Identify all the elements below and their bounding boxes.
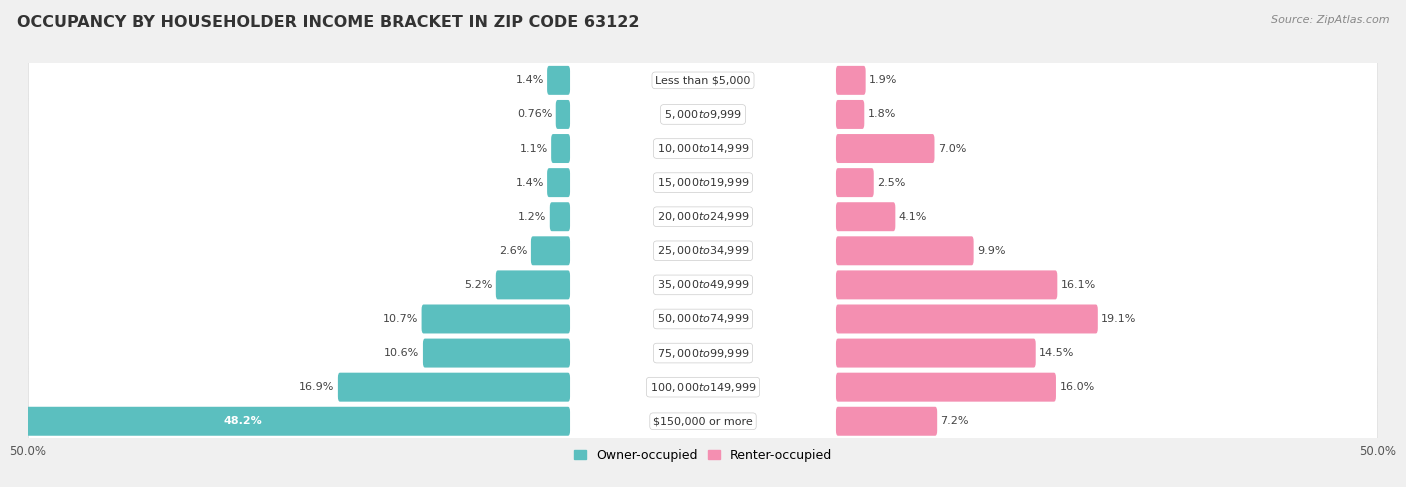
FancyBboxPatch shape [28,159,1378,206]
Text: $25,000 to $34,999: $25,000 to $34,999 [657,244,749,257]
Text: 16.0%: 16.0% [1059,382,1095,392]
Text: 19.1%: 19.1% [1101,314,1136,324]
Text: 4.1%: 4.1% [898,212,927,222]
Text: 16.9%: 16.9% [299,382,335,392]
FancyBboxPatch shape [837,202,896,231]
FancyBboxPatch shape [28,361,1378,413]
Text: $10,000 to $14,999: $10,000 to $14,999 [657,142,749,155]
FancyBboxPatch shape [28,190,1378,243]
FancyBboxPatch shape [422,304,569,334]
Text: OCCUPANCY BY HOUSEHOLDER INCOME BRACKET IN ZIP CODE 63122: OCCUPANCY BY HOUSEHOLDER INCOME BRACKET … [17,15,640,30]
FancyBboxPatch shape [28,156,1378,209]
Text: 5.2%: 5.2% [464,280,492,290]
FancyBboxPatch shape [28,125,1378,172]
FancyBboxPatch shape [28,91,1378,138]
FancyBboxPatch shape [837,100,865,129]
FancyBboxPatch shape [28,57,1378,104]
FancyBboxPatch shape [28,364,1378,411]
FancyBboxPatch shape [28,327,1378,379]
Text: 1.4%: 1.4% [516,75,544,85]
Text: 1.4%: 1.4% [516,178,544,187]
FancyBboxPatch shape [837,304,1098,334]
Text: 10.6%: 10.6% [384,348,419,358]
FancyBboxPatch shape [28,54,1378,107]
Text: 7.2%: 7.2% [941,416,969,426]
FancyBboxPatch shape [337,373,569,402]
FancyBboxPatch shape [28,293,1378,345]
Text: 9.9%: 9.9% [977,246,1005,256]
FancyBboxPatch shape [0,407,569,436]
Text: 1.8%: 1.8% [868,110,896,119]
Text: 2.5%: 2.5% [877,178,905,187]
FancyBboxPatch shape [837,373,1056,402]
FancyBboxPatch shape [547,168,569,197]
Text: 1.2%: 1.2% [517,212,547,222]
FancyBboxPatch shape [531,236,569,265]
FancyBboxPatch shape [28,193,1378,240]
Text: 14.5%: 14.5% [1039,348,1074,358]
FancyBboxPatch shape [28,262,1378,308]
Text: 10.7%: 10.7% [382,314,418,324]
Text: $15,000 to $19,999: $15,000 to $19,999 [657,176,749,189]
FancyBboxPatch shape [496,270,569,300]
Text: $35,000 to $49,999: $35,000 to $49,999 [657,279,749,291]
Text: $75,000 to $99,999: $75,000 to $99,999 [657,347,749,359]
Text: 0.76%: 0.76% [517,110,553,119]
Text: 1.1%: 1.1% [520,144,548,153]
Text: Less than $5,000: Less than $5,000 [655,75,751,85]
Text: 48.2%: 48.2% [224,416,262,426]
Text: 1.9%: 1.9% [869,75,897,85]
FancyBboxPatch shape [423,338,569,368]
FancyBboxPatch shape [28,227,1378,274]
FancyBboxPatch shape [837,407,938,436]
FancyBboxPatch shape [28,122,1378,175]
FancyBboxPatch shape [28,296,1378,342]
FancyBboxPatch shape [550,202,569,231]
FancyBboxPatch shape [837,270,1057,300]
Text: 16.1%: 16.1% [1060,280,1095,290]
FancyBboxPatch shape [837,168,873,197]
Text: 7.0%: 7.0% [938,144,966,153]
Text: $5,000 to $9,999: $5,000 to $9,999 [664,108,742,121]
FancyBboxPatch shape [28,88,1378,141]
FancyBboxPatch shape [555,100,569,129]
FancyBboxPatch shape [837,338,1036,368]
Text: 2.6%: 2.6% [499,246,527,256]
FancyBboxPatch shape [837,236,973,265]
FancyBboxPatch shape [28,330,1378,376]
FancyBboxPatch shape [837,66,866,95]
FancyBboxPatch shape [551,134,569,163]
Text: $100,000 to $149,999: $100,000 to $149,999 [650,381,756,393]
Text: $20,000 to $24,999: $20,000 to $24,999 [657,210,749,223]
FancyBboxPatch shape [28,225,1378,277]
FancyBboxPatch shape [28,395,1378,448]
Legend: Owner-occupied, Renter-occupied: Owner-occupied, Renter-occupied [574,449,832,462]
Text: Source: ZipAtlas.com: Source: ZipAtlas.com [1271,15,1389,25]
Text: $50,000 to $74,999: $50,000 to $74,999 [657,313,749,325]
FancyBboxPatch shape [28,398,1378,445]
FancyBboxPatch shape [28,259,1378,311]
FancyBboxPatch shape [547,66,569,95]
FancyBboxPatch shape [837,134,935,163]
Text: $150,000 or more: $150,000 or more [654,416,752,426]
